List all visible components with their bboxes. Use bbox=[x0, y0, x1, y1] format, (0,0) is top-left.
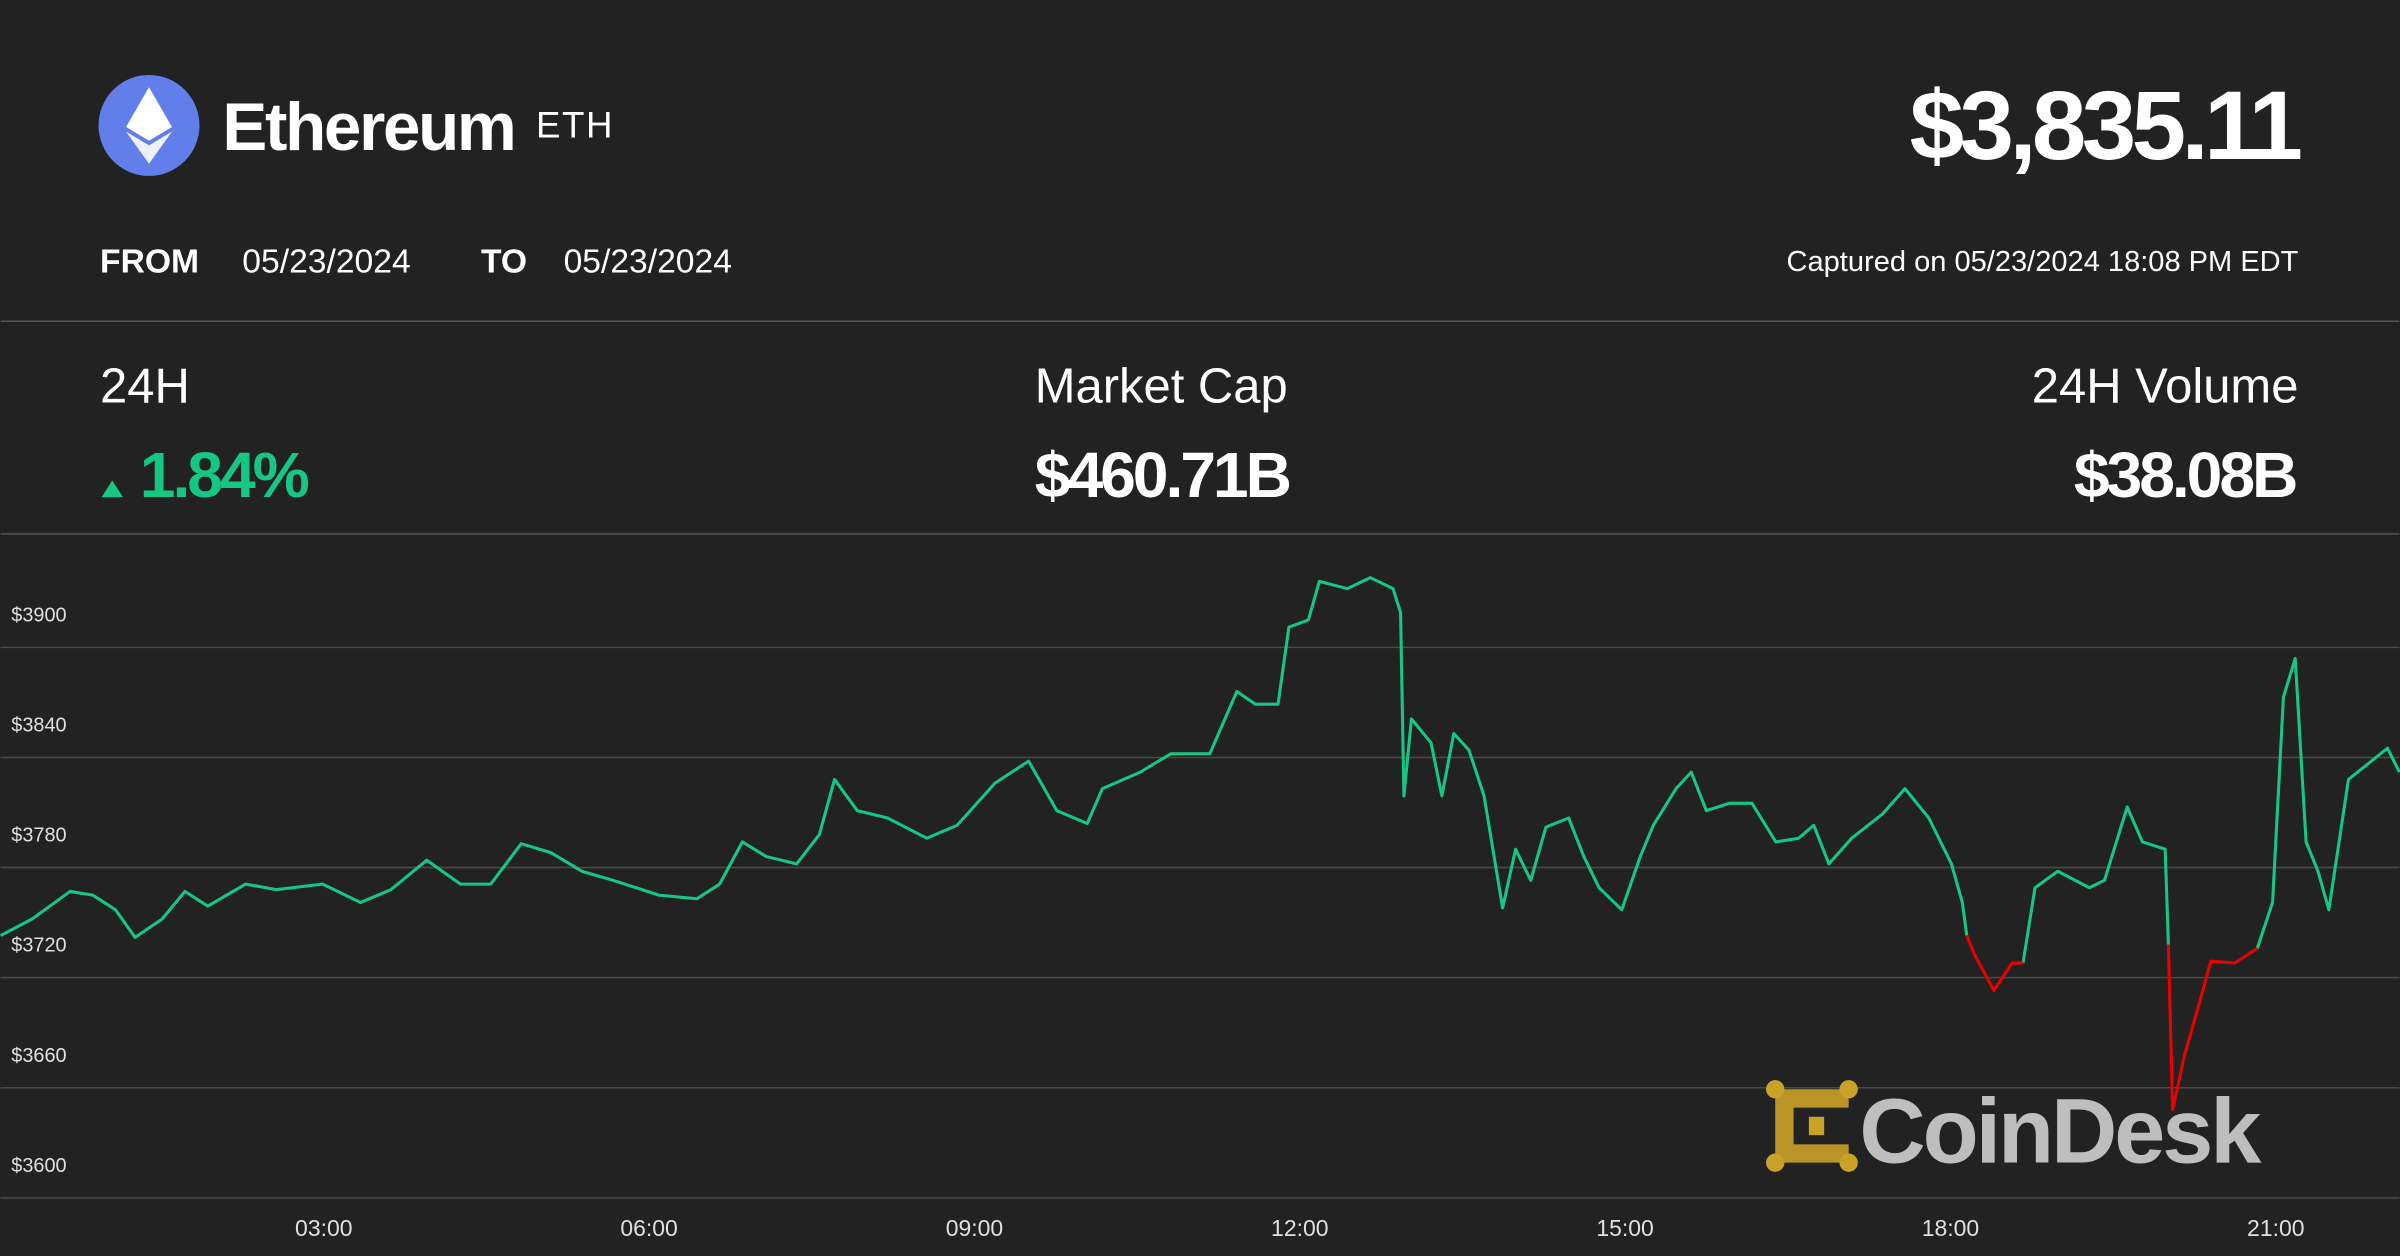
coin-name: Ethereum bbox=[222, 90, 514, 165]
x-tick-label: 21:00 bbox=[2247, 1215, 2304, 1241]
watermark: CoinDesk bbox=[1859, 1081, 2262, 1183]
from-label: FROM bbox=[100, 243, 199, 280]
stat-label: 24H Volume bbox=[2032, 359, 2299, 413]
up-arrow bbox=[101, 480, 123, 498]
from-date: 05/23/2024 bbox=[242, 243, 410, 280]
y-tick-label: $3840 bbox=[11, 714, 66, 736]
price-line bbox=[1965, 934, 2259, 1112]
x-tick-label: 09:00 bbox=[946, 1215, 1003, 1241]
x-tick-label: 18:00 bbox=[1922, 1215, 1979, 1241]
coin-symbol: ETH bbox=[536, 105, 614, 146]
x-tick-label: 12:00 bbox=[1271, 1215, 1328, 1241]
watermark-logo bbox=[1766, 1080, 1858, 1172]
y-tick-label: $3780 bbox=[11, 825, 66, 847]
chart: $3600 $3660 $3720 $3780 $3840 $3900 03:00 06:00… bbox=[0, 576, 2400, 1241]
stat-label: 24H bbox=[100, 359, 190, 413]
price-line bbox=[0, 576, 2400, 964]
stat-value: $38.08B bbox=[2074, 439, 2296, 511]
stat-value: 1.84% bbox=[140, 439, 309, 511]
y-tick-label: $3720 bbox=[11, 935, 66, 957]
eth-logo bbox=[98, 74, 200, 176]
x-tick-label: 15:00 bbox=[1596, 1215, 1653, 1241]
x-tick-label: 03:00 bbox=[295, 1215, 352, 1241]
y-tick-label: $3600 bbox=[11, 1155, 66, 1177]
y-tick-label: $3660 bbox=[11, 1045, 66, 1067]
to-label: TO bbox=[481, 243, 527, 280]
x-tick-label: 06:00 bbox=[620, 1215, 677, 1241]
stat-label: Market Cap bbox=[1035, 359, 1288, 413]
to-date: 05/23/2024 bbox=[564, 243, 732, 280]
captured-note: Captured on 05/23/2024 18:08 PM EDT bbox=[1787, 246, 2299, 278]
stat-value: $460.71B bbox=[1035, 439, 1290, 511]
y-tick-label: $3900 bbox=[11, 604, 66, 626]
price: $3,835.11 bbox=[1910, 70, 2301, 180]
